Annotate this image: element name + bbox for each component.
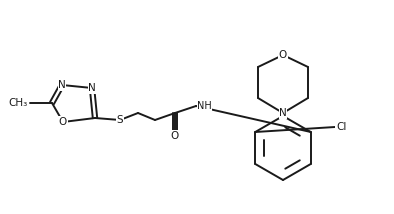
Text: NH: NH [197, 101, 212, 111]
Text: N: N [88, 83, 96, 93]
Text: N: N [279, 108, 287, 118]
Text: O: O [171, 131, 179, 141]
Text: CH₃: CH₃ [9, 98, 28, 108]
Text: O: O [59, 117, 67, 127]
Text: N: N [58, 80, 66, 90]
Text: S: S [117, 115, 123, 125]
Text: Cl: Cl [336, 122, 346, 132]
Text: O: O [279, 50, 287, 60]
